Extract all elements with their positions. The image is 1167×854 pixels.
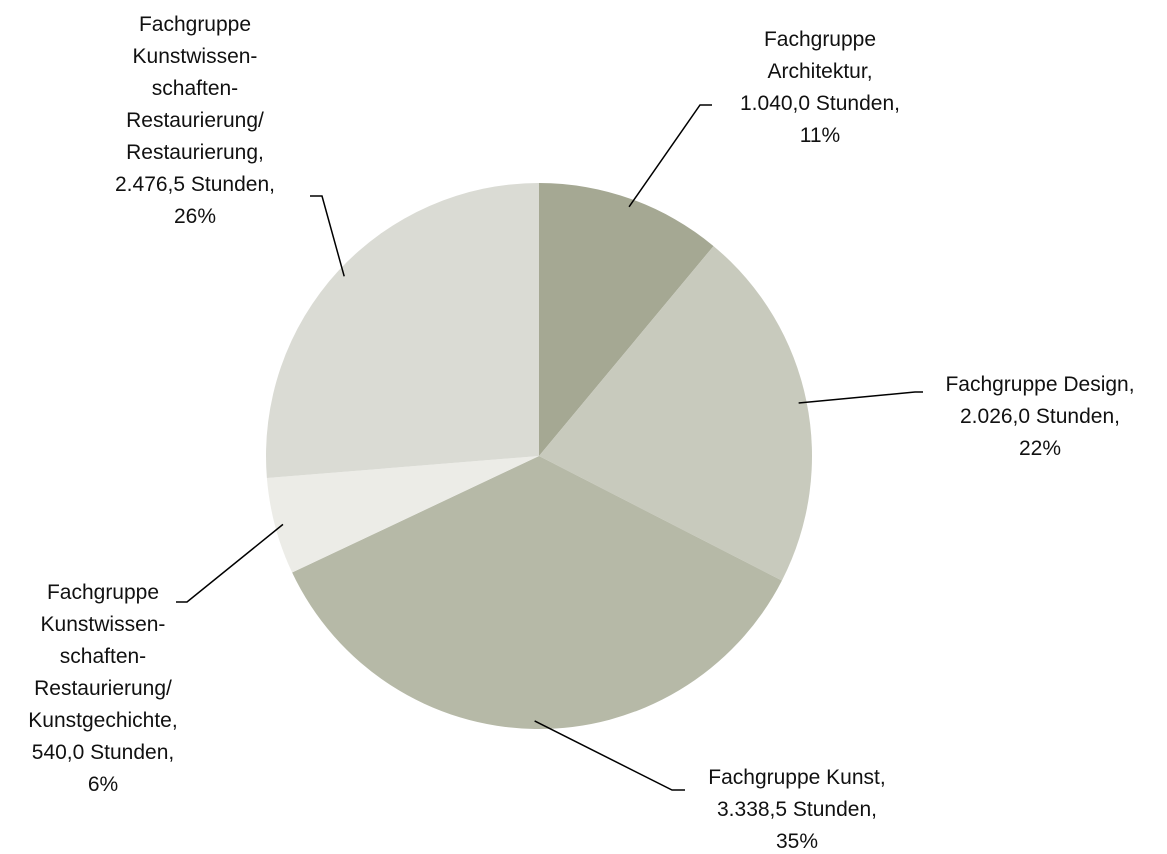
separator: , (871, 798, 877, 821)
leader-line (176, 523, 284, 603)
value-label: 2.476,5 Stunden (115, 173, 270, 196)
percent-label: 22% (1018, 437, 1062, 460)
separator: , (866, 60, 873, 83)
slice-label: Fachgruppe Architektur, 1.040,0 Stunden, 1… (670, 24, 970, 152)
category-name: Fachgruppe Architektur (763, 28, 877, 83)
category-name: Fachgruppe Design (945, 373, 1129, 396)
value-label: 540,0 Stunden (31, 741, 169, 764)
percent-label: 35% (775, 830, 819, 853)
slice-label: Fachgruppe Design, 2.026,0 Stunden, 22% (890, 369, 1167, 465)
pie-slice (266, 183, 539, 479)
leader-line (798, 391, 923, 404)
value-label: 2.026,0 Stunden (960, 405, 1115, 428)
percent-label: 26% (173, 205, 217, 228)
category-name: Fachgruppe Kunstwissen- schaften- Restau… (28, 581, 172, 732)
separator: , (1128, 373, 1135, 396)
slice-label: Fachgruppe Kunstwissen- schaften- Restau… (0, 577, 253, 801)
pie-slice (266, 456, 539, 573)
category-name: Fachgruppe Kunst (708, 766, 880, 789)
pie-slice (539, 183, 714, 456)
pie-slice (292, 456, 782, 729)
separator: , (879, 766, 886, 789)
separator: , (258, 141, 264, 164)
leader-line (534, 720, 685, 791)
separator: , (168, 741, 175, 764)
category-name: Fachgruppe Kunstwissen- schaften- Restau… (126, 13, 264, 164)
slice-label: Fachgruppe Kunstwissen- schaften- Restau… (45, 9, 345, 233)
separator: , (1114, 405, 1120, 428)
slice-label: Fachgruppe Kunst, 3.338,5 Stunden, 35% (647, 762, 947, 854)
separator: , (894, 92, 900, 115)
leader-line (628, 104, 712, 208)
pie-slice (539, 246, 813, 581)
percent-label: 6% (87, 773, 119, 796)
value-label: 1.040,0 Stunden (740, 92, 895, 115)
leader-line (310, 195, 345, 277)
separator: , (269, 173, 275, 196)
separator: , (171, 709, 178, 732)
percent-label: 11% (799, 124, 841, 147)
value-label: 3.338,5 Stunden (717, 798, 872, 821)
